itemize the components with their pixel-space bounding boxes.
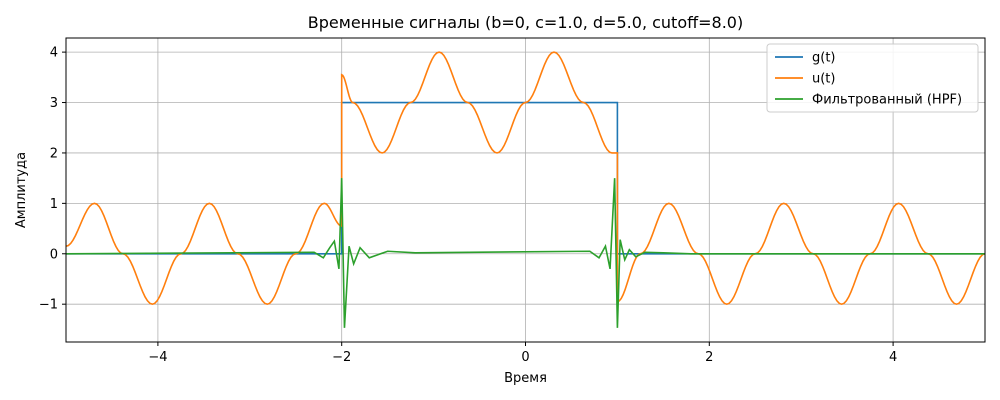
ticks: −4 −2 0 2 4 −1 0 1 2 3 4 [39, 46, 897, 365]
y-tick-label: 1 [50, 197, 58, 212]
series-layer [66, 51, 985, 328]
y-tick-label: 2 [50, 146, 58, 161]
y-tick-label: 0 [50, 247, 58, 262]
chart-title: Временные сигналы (b=0, c=1.0, d=5.0, cu… [308, 13, 743, 32]
x-tick-label: −2 [332, 350, 351, 365]
y-tick-label: −1 [39, 298, 58, 313]
series-line-u [66, 51, 985, 306]
x-tick-label: 4 [889, 350, 897, 365]
legend-label: g(t) [812, 51, 836, 66]
y-axis-title: Амплитуда [14, 152, 29, 228]
y-tick-label: 3 [50, 96, 58, 111]
legend-label: u(t) [812, 72, 835, 87]
x-tick-label: 2 [705, 350, 713, 365]
x-tick-label: 0 [521, 350, 529, 365]
x-tick-label: −4 [148, 350, 167, 365]
series-line-filtered [66, 178, 985, 328]
legend-box [766, 43, 979, 113]
legend: g(t) u(t) Фильтрованный (HPF) [766, 43, 979, 113]
legend-label: Фильтрованный (HPF) [812, 93, 962, 108]
x-axis-title: Время [504, 371, 547, 386]
y-tick-label: 4 [50, 46, 58, 61]
